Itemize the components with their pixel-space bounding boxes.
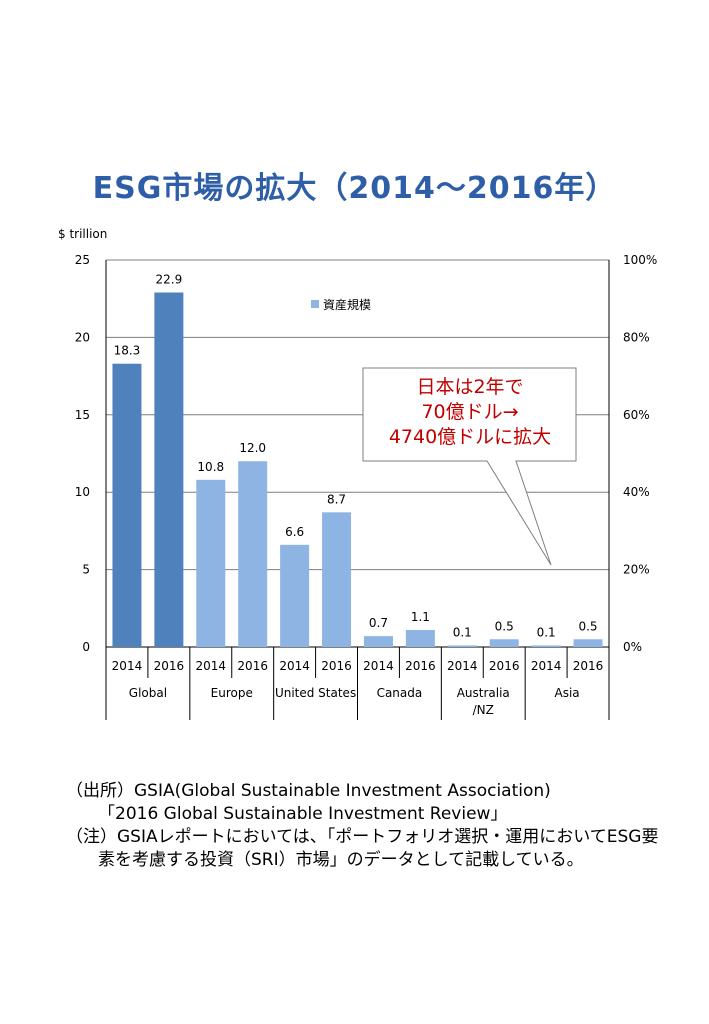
y2-tick-label: 100% xyxy=(623,253,657,267)
bar xyxy=(154,292,184,647)
year-label: 2014 xyxy=(112,659,143,673)
year-label: 2016 xyxy=(489,659,520,673)
bar-value-label: 0.5 xyxy=(495,619,514,633)
y2-tick-label: 60% xyxy=(623,408,650,422)
callout-text: 4740億ドルに拡大 xyxy=(389,426,551,448)
chart-title: ESG市場の拡大（2014〜2016年） xyxy=(92,171,617,206)
callout-text: 日本は2年で xyxy=(416,376,523,398)
bar-value-label: 0.5 xyxy=(578,619,597,633)
bar xyxy=(405,629,435,647)
bar xyxy=(489,639,519,647)
note-continuation-line: 素を考慮する投資（SRI）市場」のデータとして記載している。 xyxy=(98,850,584,870)
bar xyxy=(112,363,142,647)
year-label: 2014 xyxy=(531,659,562,673)
bar-value-label: 12.0 xyxy=(239,441,266,455)
note-line: （注）GSIAレポートにおいては、「ポートフォリオ選択・運用においてESG要 xyxy=(66,827,659,847)
y2-tick-label: 0% xyxy=(623,640,642,654)
y-axis-unit-label: $ trillion xyxy=(58,227,107,241)
callout-box xyxy=(362,367,577,566)
bar xyxy=(322,512,352,647)
bar xyxy=(196,479,226,647)
bar xyxy=(573,639,603,647)
bar-value-label: 8.7 xyxy=(327,492,346,506)
bar xyxy=(531,645,561,647)
bar-chart: 0 5 10 15 20 25 0% 20% 40% 60% 80% 100% $ trillion 18… xyxy=(58,227,657,720)
year-label: 2016 xyxy=(237,659,268,673)
region-label: Asia xyxy=(555,686,580,700)
y-tick-label: 15 xyxy=(75,408,90,422)
y-tick-label: 25 xyxy=(75,253,90,267)
bar-value-label: 10.8 xyxy=(197,460,224,474)
region-label: Europe xyxy=(211,686,253,700)
region-label: United States xyxy=(275,686,356,700)
year-label: 2016 xyxy=(154,659,185,673)
year-label: 2014 xyxy=(196,659,227,673)
legend-label: 資産規模 xyxy=(323,297,371,312)
year-label: 2014 xyxy=(279,659,310,673)
bar xyxy=(363,636,393,647)
y-tick-label: 0 xyxy=(82,640,90,654)
bar xyxy=(238,461,268,647)
bar-value-label: 18.3 xyxy=(114,344,141,358)
y-tick-label: 10 xyxy=(75,485,90,499)
region-label: Australia xyxy=(457,686,510,700)
bar-value-label: 22.9 xyxy=(156,273,183,287)
y-tick-label: 20 xyxy=(75,330,90,344)
source-report-line: 「2016 Global Sustainable Investment Revi… xyxy=(98,804,508,824)
year-label: 2016 xyxy=(573,659,604,673)
y-tick-label: 5 xyxy=(82,563,90,577)
bar-value-label: 0.7 xyxy=(369,616,388,630)
y2-tick-label: 40% xyxy=(623,485,650,499)
region-label: Global xyxy=(129,686,167,700)
legend-swatch xyxy=(311,300,319,308)
bar xyxy=(280,544,310,647)
bar-value-label: 0.1 xyxy=(453,625,472,639)
bar-value-label: 6.6 xyxy=(285,525,304,539)
year-label: 2014 xyxy=(363,659,394,673)
callout-text: 70億ドル→ xyxy=(421,401,518,423)
year-label: 2014 xyxy=(447,659,478,673)
notes-block: （出所）GSIA(Global Sustainable Investment A… xyxy=(66,780,686,872)
source-line: （出所）GSIA(Global Sustainable Investment A… xyxy=(66,781,551,801)
y2-tick-label: 20% xyxy=(623,563,650,577)
bar-value-label: 1.1 xyxy=(411,610,430,624)
year-label: 2016 xyxy=(405,659,436,673)
bar-value-label: 0.1 xyxy=(537,625,556,639)
bar xyxy=(447,645,477,647)
region-label: /NZ xyxy=(473,703,494,717)
y2-tick-label: 80% xyxy=(623,330,650,344)
region-label: Canada xyxy=(377,686,423,700)
year-label: 2016 xyxy=(321,659,352,673)
